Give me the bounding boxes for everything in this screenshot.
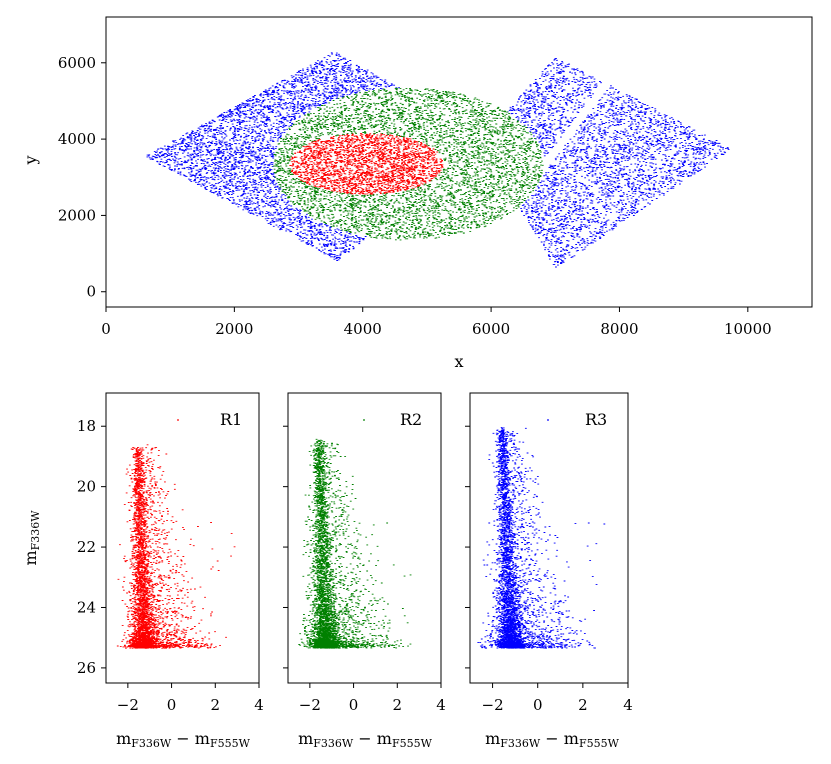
cmd-r2-x-axis: −2 0 2 4: [299, 683, 446, 714]
cmd-r1-points: [116, 444, 236, 649]
cmd0-star-points: [116, 444, 236, 649]
cmd-r3-legend: R3: [547, 410, 607, 429]
cmd-x-tick-label: −2: [299, 696, 321, 714]
map-x-tick-label: 2000: [215, 320, 253, 338]
map-x-tick-label: 10000: [724, 320, 772, 338]
map-x-tick-label: 6000: [472, 320, 510, 338]
cmd-y-tick-label: 18: [77, 417, 96, 435]
cmd-panel-r2: −2 0 2 4 R2 mF336W − mF555W: [283, 392, 446, 750]
cmd-y-tick-label: 26: [77, 659, 96, 677]
map-x-axis: 0 2000 4000 6000 8000 10000: [101, 307, 772, 338]
cmd-r2-points: [298, 438, 412, 649]
map-y-tick-label: 2000: [58, 206, 96, 224]
cmd-r1-legend: R1: [177, 410, 242, 429]
cmd-y-tick-label: 22: [77, 538, 96, 556]
cmd-x-tick-label: 2: [393, 696, 403, 714]
cmd-r2-legend-label: R2: [400, 410, 422, 429]
cmd-r1-x-axis: −2 0 2 4: [117, 683, 264, 714]
map-y-axis: 0 2000 4000 6000: [58, 54, 106, 301]
map-x-axis-title: x: [454, 352, 463, 371]
cmd-r3-axes-frame: [469, 392, 629, 684]
map-series-r1-points: [289, 133, 444, 195]
cmd-r3-legend-marker: [547, 419, 549, 421]
cmd-r3-points: [477, 426, 606, 649]
map-y-tick-label: 6000: [58, 54, 96, 72]
cmd-x-tick-label: −2: [117, 696, 139, 714]
spatial-map-panel: 0 2000 4000 6000 8000 10000 0 2000 4000 6000 x y: [21, 16, 813, 371]
cmd-x-tick-label: 2: [578, 696, 588, 714]
map-y-axis-title: y: [21, 155, 40, 165]
cmd-x-tick-label: 4: [623, 696, 633, 714]
cmd1-star-points: [298, 438, 412, 649]
cmd-r1-x-axis-title: mF336W − mF555W: [116, 729, 250, 750]
cmd-r3-x-axis-title: mF336W − mF555W: [485, 729, 619, 750]
cmd-r1-axes-frame: [105, 392, 260, 684]
cmd-r1-legend-marker: [177, 419, 179, 421]
cmd-r3-legend-label: R3: [585, 410, 607, 429]
map-y-tick-label: 4000: [58, 130, 96, 148]
cmd-r3-y-axis: [465, 425, 470, 669]
map-series-r2-points: [272, 87, 544, 241]
cmd-x-tick-label: −2: [482, 696, 504, 714]
cmd-y-tick-label: 20: [77, 478, 96, 496]
map-x-tick-label: 0: [101, 320, 111, 338]
cmd2-star-points: [477, 426, 606, 649]
cmd-x-tick-label: 0: [167, 696, 177, 714]
cmd-panel-r3: −2 0 2 4 R3 mF336W − mF555W: [465, 392, 633, 750]
cmd-x-tick-label: 0: [533, 696, 543, 714]
cmd-y-axis-title: mF336W: [21, 510, 42, 566]
map-x-tick-label: 4000: [344, 320, 382, 338]
map-x-tick-label: 8000: [600, 320, 638, 338]
cmd-r3-x-axis: −2 0 2 4: [482, 683, 633, 714]
cmd-r2-legend: R2: [363, 410, 422, 429]
cmd-x-tick-label: 4: [254, 696, 264, 714]
cmd-r1-y-axis: 18 20 22 24 26: [77, 417, 106, 677]
map-series-outer-field-points-2: [506, 57, 730, 268]
map-series-outer-field-points-1: [146, 52, 400, 261]
map-axes-frame: [105, 16, 813, 308]
cmd-r1-legend-label: R1: [220, 410, 242, 429]
cmd-x-tick-label: 2: [211, 696, 221, 714]
cmd-x-tick-label: 4: [436, 696, 446, 714]
cmd-r2-legend-marker: [363, 419, 365, 421]
cmd-y-tick-label: 24: [77, 598, 96, 616]
map-y-tick-label: 0: [86, 283, 96, 301]
cmd-r2-axes-frame: [287, 392, 442, 684]
cmd-r2-x-axis-title: mF336W − mF555W: [298, 729, 432, 750]
map-points: [146, 52, 730, 268]
cmd-r2-y-axis: [283, 425, 288, 669]
cmd-x-tick-label: 0: [349, 696, 359, 714]
